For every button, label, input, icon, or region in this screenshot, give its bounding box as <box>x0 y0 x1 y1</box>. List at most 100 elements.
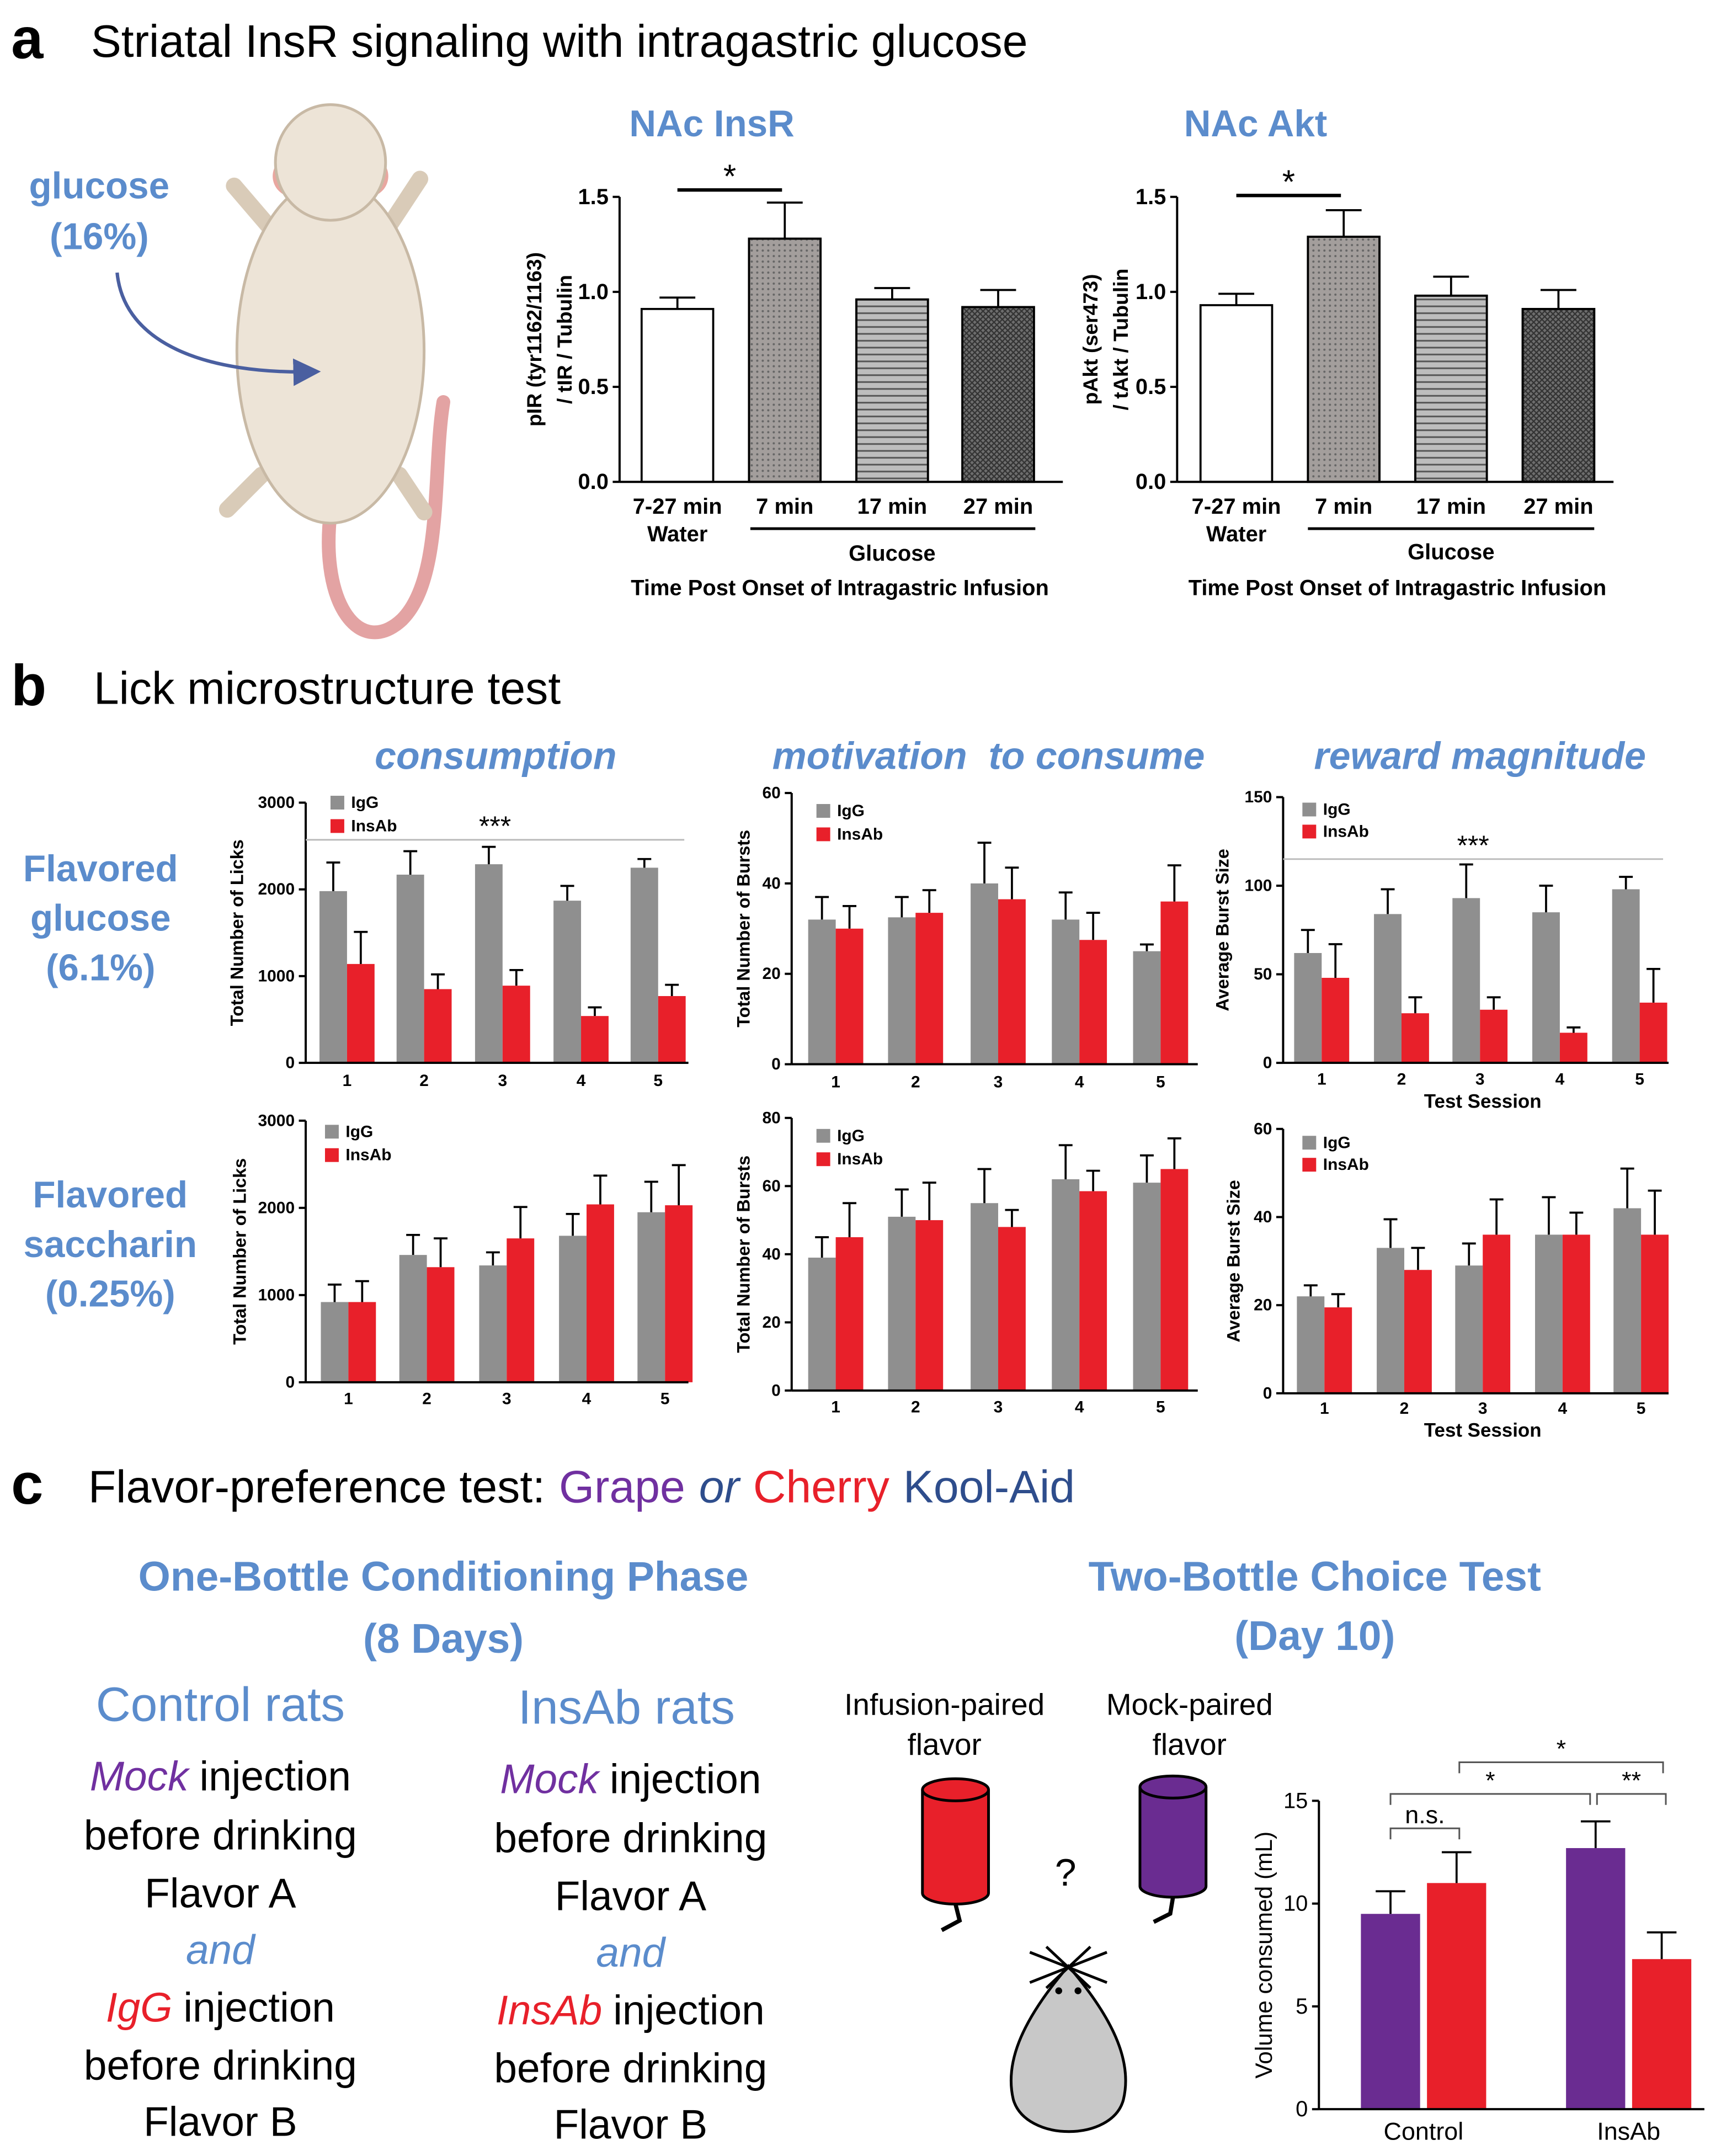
x-tick-label: 1 <box>831 1073 840 1091</box>
error-bar <box>588 1006 602 1016</box>
significance-label: n.s. <box>1405 1801 1445 1829</box>
error-bar <box>326 861 340 891</box>
y-tick-label: 150 <box>1245 788 1272 806</box>
bar <box>1199 304 1274 483</box>
chart: 0 20 40 60 1 2 3 4 5 Average Burst Size Test Sessi… <box>1224 1120 1669 1441</box>
bar <box>1480 1009 1508 1063</box>
error-bar <box>1620 1167 1634 1209</box>
error-bar <box>1086 912 1100 940</box>
significance-label: *** <box>1457 830 1489 861</box>
legend-swatch <box>330 796 344 810</box>
error-bar <box>1619 876 1633 890</box>
bottles <box>921 1774 1208 1933</box>
bar <box>1079 940 1107 1064</box>
error-bar <box>672 1164 686 1206</box>
y-tick-label: 2000 <box>258 1199 295 1217</box>
x-tick-label: 7-27 min <box>633 494 722 519</box>
bar <box>479 1265 507 1382</box>
x-tick-label: 4 <box>582 1390 592 1408</box>
error-bar <box>1301 929 1315 954</box>
bar-texture <box>855 298 929 483</box>
bar-texture <box>1307 236 1381 483</box>
bar <box>1079 1191 1107 1391</box>
y-tick-label: 1000 <box>258 1286 295 1304</box>
row-label: Flavored <box>23 848 178 890</box>
section-title: One-Bottle Conditioning Phase <box>138 1553 749 1600</box>
bar <box>1160 1169 1189 1391</box>
error-bar <box>566 1213 580 1236</box>
significance-label: ** <box>1622 1766 1641 1794</box>
x-tick-label: 5 <box>1156 1073 1165 1091</box>
error-bar <box>1567 1026 1581 1033</box>
bar <box>553 901 582 1063</box>
bar <box>915 913 944 1064</box>
bar <box>581 1016 609 1063</box>
chart: NAc InsR 0.0 0.5 1.0 1.5 7-27 min 7 min 17 min 2… <box>523 103 1063 600</box>
y-tick-label: 100 <box>1245 877 1272 895</box>
panel-label: b <box>11 653 46 718</box>
error-bar <box>1542 1196 1556 1235</box>
bar <box>1133 1183 1161 1391</box>
error-bar <box>593 1174 608 1205</box>
bar <box>1401 1013 1429 1063</box>
legend-label: IgG <box>351 794 379 812</box>
error-bar <box>980 289 1016 307</box>
y-axis-label: Total Number of Bursts <box>733 1156 753 1353</box>
bar <box>347 963 375 1063</box>
legend-swatch <box>324 1125 339 1139</box>
x-tick-label: 5 <box>660 1390 670 1408</box>
y-tick-label: 0.0 <box>578 470 608 494</box>
bar <box>502 986 530 1063</box>
column-title: consumption <box>375 734 616 778</box>
error-bar <box>843 904 857 929</box>
row-label: glucose <box>30 898 171 939</box>
error-bar <box>1331 1293 1345 1308</box>
bar <box>424 989 452 1063</box>
error-bar <box>815 1236 829 1258</box>
y-tick-label: 50 <box>1254 965 1272 983</box>
x-tick-label: 1 <box>344 1390 353 1408</box>
x-tick-label: 1 <box>343 1072 352 1090</box>
y-axis-label: / tIR / Tubulin <box>553 275 576 404</box>
protocol-line: Flavor A <box>555 1872 707 1919</box>
legend-label: InsAb <box>345 1146 391 1164</box>
bar <box>808 1258 836 1391</box>
error-bar <box>1383 1218 1398 1248</box>
bar <box>1052 1179 1080 1391</box>
column-title: motivation to consume <box>772 734 1205 778</box>
error-bar <box>977 842 992 883</box>
bar <box>1639 1002 1667 1063</box>
x-tick-label: 5 <box>1156 1398 1165 1416</box>
error-bar <box>843 1202 857 1237</box>
y-tick-label: 1000 <box>258 967 295 985</box>
error-bar <box>1411 1247 1425 1270</box>
title-part: Kool-Aid <box>903 1461 1075 1512</box>
x-tick-label: InsAb <box>1597 2117 1660 2146</box>
error-bar <box>406 1233 420 1255</box>
infusion-label: (16%) <box>50 216 149 258</box>
bar <box>1324 1307 1352 1393</box>
y-tick-label: 60 <box>762 1177 780 1195</box>
error-bar <box>1580 1820 1611 1849</box>
x-tick-label: 4 <box>1075 1398 1084 1416</box>
chart: 0 5 10 15 Control InsAb Volume consumed (mL) n.… <box>1251 1734 1704 2146</box>
significance-line <box>1596 1793 1667 1805</box>
error-bar <box>1441 1851 1472 1883</box>
x-tick-label: 7 min <box>756 494 813 519</box>
error-bar <box>1328 943 1342 978</box>
rat-illustration <box>219 103 451 640</box>
y-tick-label: 10 <box>1283 1892 1308 1916</box>
chart: 0 50 100 150 1 2 3 4 5 Average Burst Size Test Ses… <box>1213 788 1669 1112</box>
x-axis-label: Time Post Onset of Intragastric Infusion <box>631 576 1049 600</box>
error-bar <box>434 1237 448 1268</box>
x-tick-label: 4 <box>1075 1073 1084 1091</box>
error-bar <box>1167 864 1181 902</box>
significance-label: * <box>1485 1766 1495 1794</box>
error-bar <box>1569 1211 1584 1235</box>
panel-label: a <box>11 6 44 71</box>
row-label: saccharin <box>24 1224 198 1265</box>
legend-swatch <box>816 804 830 818</box>
protocol-line: before drinking <box>84 2042 357 2088</box>
x-axis-label: Time Post Onset of Intragastric Infusion <box>1189 576 1607 600</box>
